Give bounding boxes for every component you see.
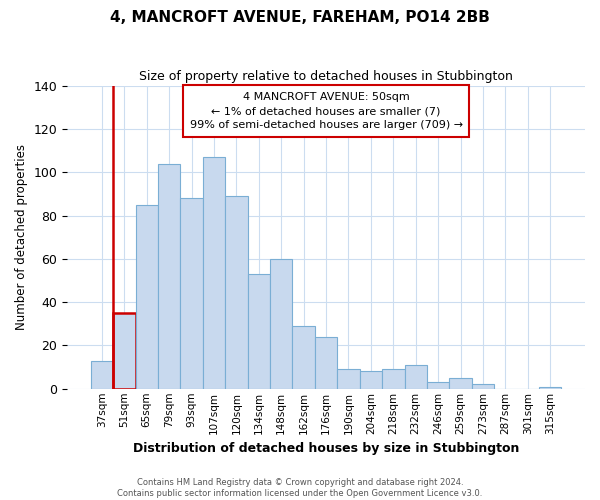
Bar xyxy=(203,157,225,389)
Title: Size of property relative to detached houses in Stubbington: Size of property relative to detached ho… xyxy=(139,70,513,83)
Text: Contains HM Land Registry data © Crown copyright and database right 2024.
Contai: Contains HM Land Registry data © Crown c… xyxy=(118,478,482,498)
Bar xyxy=(270,259,292,389)
Bar xyxy=(404,365,427,389)
Bar xyxy=(136,204,158,389)
Bar xyxy=(248,274,270,389)
Bar xyxy=(158,164,181,389)
Y-axis label: Number of detached properties: Number of detached properties xyxy=(15,144,28,330)
Bar xyxy=(427,382,449,389)
X-axis label: Distribution of detached houses by size in Stubbington: Distribution of detached houses by size … xyxy=(133,442,519,455)
Bar xyxy=(181,198,203,389)
Bar xyxy=(449,378,472,389)
Bar xyxy=(91,360,113,389)
Bar xyxy=(292,326,315,389)
Bar xyxy=(225,196,248,389)
Bar xyxy=(113,313,136,389)
Text: 4, MANCROFT AVENUE, FAREHAM, PO14 2BB: 4, MANCROFT AVENUE, FAREHAM, PO14 2BB xyxy=(110,10,490,25)
Bar xyxy=(337,370,360,389)
Bar xyxy=(539,386,562,389)
Bar xyxy=(382,370,404,389)
Bar xyxy=(315,337,337,389)
Text: 4 MANCROFT AVENUE: 50sqm
← 1% of detached houses are smaller (7)
99% of semi-det: 4 MANCROFT AVENUE: 50sqm ← 1% of detache… xyxy=(190,92,463,130)
Bar xyxy=(472,384,494,389)
Bar xyxy=(360,372,382,389)
